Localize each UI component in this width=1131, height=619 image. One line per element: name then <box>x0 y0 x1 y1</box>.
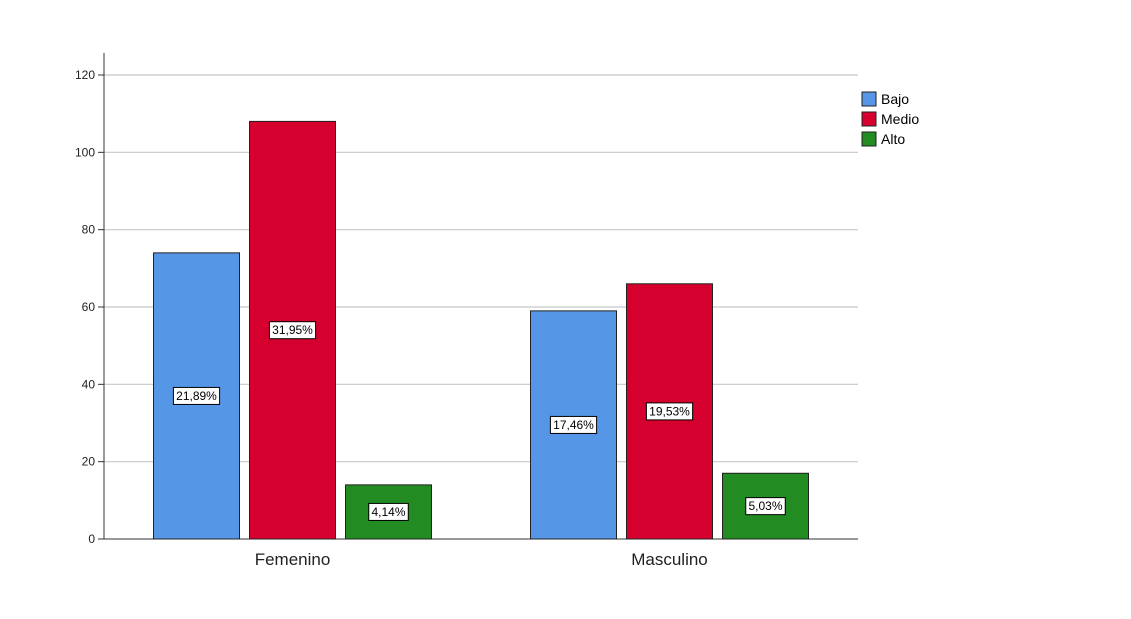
data-labels: 21,89% 31,95% 4,14% 17,46% 19,53% 5,03% <box>172 321 786 521</box>
data-label-box <box>368 502 409 521</box>
x-category-label: Masculino <box>631 550 708 569</box>
legend-swatch <box>861 131 877 147</box>
legend-swatch <box>861 111 877 127</box>
legend-label: Medio <box>881 111 919 127</box>
data-label-box <box>268 321 317 340</box>
legend: Bajo Medio Alto <box>861 91 919 147</box>
data-label: 21,89% <box>176 389 217 403</box>
data-label: 5,03% <box>748 499 782 513</box>
y-tick-label: 120 <box>75 68 95 82</box>
y-tick-label: 40 <box>82 377 96 391</box>
data-label: 31,95% <box>272 323 313 337</box>
data-label: 4,14% <box>371 505 405 519</box>
y-tick-label: 80 <box>82 223 96 237</box>
bars <box>153 120 809 540</box>
y-tick-label: 60 <box>82 300 96 314</box>
data-label: 19,53% <box>649 404 690 418</box>
y-tick-label: 100 <box>75 145 95 159</box>
y-tick-label: 0 <box>88 532 95 546</box>
data-label-box <box>172 386 221 405</box>
data-label-box <box>745 497 786 516</box>
x-category-label: Femenino <box>255 550 331 569</box>
legend-label: Bajo <box>881 91 909 107</box>
data-label-box <box>549 415 598 434</box>
legend-swatch <box>861 91 877 107</box>
data-label: 17,46% <box>553 418 594 432</box>
data-label-box <box>645 402 694 421</box>
legend-label: Alto <box>881 131 905 147</box>
y-tick-label: 20 <box>82 455 96 469</box>
